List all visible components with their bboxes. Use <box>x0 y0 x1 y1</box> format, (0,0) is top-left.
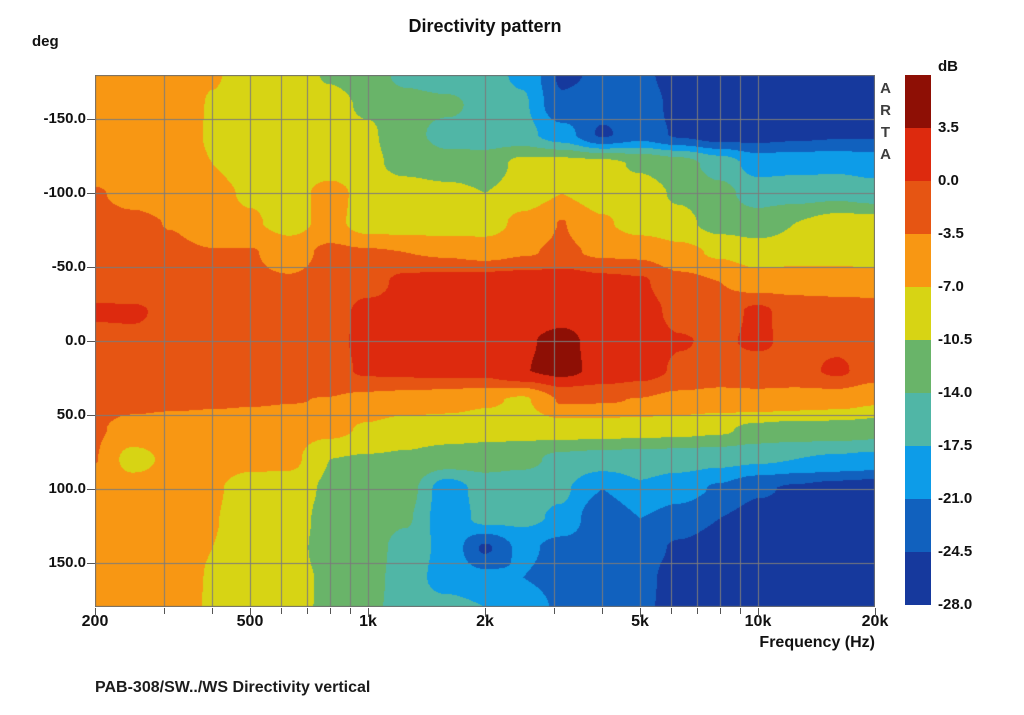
axis-tick-mark <box>95 608 96 617</box>
colorbar-segment <box>905 234 931 287</box>
x-tick-label: 5k <box>631 613 649 630</box>
colorbar-tick-label: -14.0 <box>938 384 973 401</box>
colorbar-segment <box>905 181 931 234</box>
axis-tick-mark <box>602 608 603 614</box>
colorbar-segment <box>905 446 931 499</box>
colorbar-segment <box>905 340 931 393</box>
axis-tick-mark <box>697 608 698 614</box>
y-tick-label: -50.0 <box>51 258 86 275</box>
colorbar-tick-label: -7.0 <box>938 278 964 295</box>
x-tick-label: 20k <box>861 613 889 630</box>
heatmap-canvas <box>95 75 875 607</box>
colorbar-tick-label: 3.5 <box>938 119 959 136</box>
axis-tick-mark <box>740 608 741 614</box>
axis-tick-mark <box>307 608 308 614</box>
y-tick-label: -150.0 <box>43 110 86 127</box>
x-axis-label: Frequency (Hz) <box>759 634 875 651</box>
y-tick-label: 100.0 <box>48 480 86 497</box>
y-tick-label: 0.0 <box>65 332 86 349</box>
x-tick-label: 200 <box>81 613 109 630</box>
axis-tick-mark <box>87 563 95 564</box>
y-axis-unit-label: deg <box>32 33 59 50</box>
axis-tick-mark <box>87 193 95 194</box>
axis-tick-mark <box>485 608 486 617</box>
colorbar <box>905 75 931 605</box>
colorbar-unit-label: dB <box>938 58 958 75</box>
x-tick-label: 500 <box>236 613 264 630</box>
axis-tick-mark <box>758 608 759 617</box>
x-tick-label: 2k <box>476 613 494 630</box>
chart-title: Directivity pattern <box>408 16 562 36</box>
y-tick-label: -100.0 <box>43 184 86 201</box>
axis-tick-mark <box>554 608 555 614</box>
colorbar-segment <box>905 75 931 128</box>
y-tick-label: 50.0 <box>56 406 86 423</box>
axis-tick-mark <box>164 608 165 614</box>
axis-tick-mark <box>250 608 251 617</box>
axis-tick-mark <box>87 489 95 490</box>
y-tick-label: 150.0 <box>48 554 86 571</box>
axis-tick-mark <box>720 608 721 614</box>
axis-tick-mark <box>671 608 672 614</box>
colorbar-segment <box>905 552 931 605</box>
colorbar-segment <box>905 393 931 446</box>
axis-tick-mark <box>640 608 641 617</box>
colorbar-tick-label: -3.5 <box>938 225 964 242</box>
colorbar-tick-label: -21.0 <box>938 490 973 507</box>
axis-tick-mark <box>875 608 876 617</box>
axis-tick-mark <box>87 119 95 120</box>
colorbar-tick-label: -28.0 <box>938 596 973 613</box>
colorbar-tick-label: -17.5 <box>938 437 973 454</box>
colorbar-segment <box>905 499 931 552</box>
x-tick-label: 1k <box>359 613 377 630</box>
axis-tick-mark <box>87 267 95 268</box>
colorbar-tick-label: 0.0 <box>938 172 959 189</box>
axis-tick-mark <box>87 415 95 416</box>
colorbar-tick-label: -10.5 <box>938 331 973 348</box>
axis-tick-mark <box>350 608 351 614</box>
colorbar-segment <box>905 287 931 340</box>
axis-tick-mark <box>212 608 213 614</box>
axis-tick-mark <box>330 608 331 614</box>
axis-tick-mark <box>281 608 282 614</box>
axis-tick-mark <box>368 608 369 617</box>
arta-watermark: ARTA <box>877 80 894 168</box>
colorbar-tick-label: -24.5 <box>938 543 973 560</box>
x-tick-label: 10k <box>744 613 772 630</box>
colorbar-segment <box>905 128 931 181</box>
caption: PAB-308/SW../WS Directivity vertical <box>95 679 371 696</box>
axis-tick-mark <box>87 341 95 342</box>
